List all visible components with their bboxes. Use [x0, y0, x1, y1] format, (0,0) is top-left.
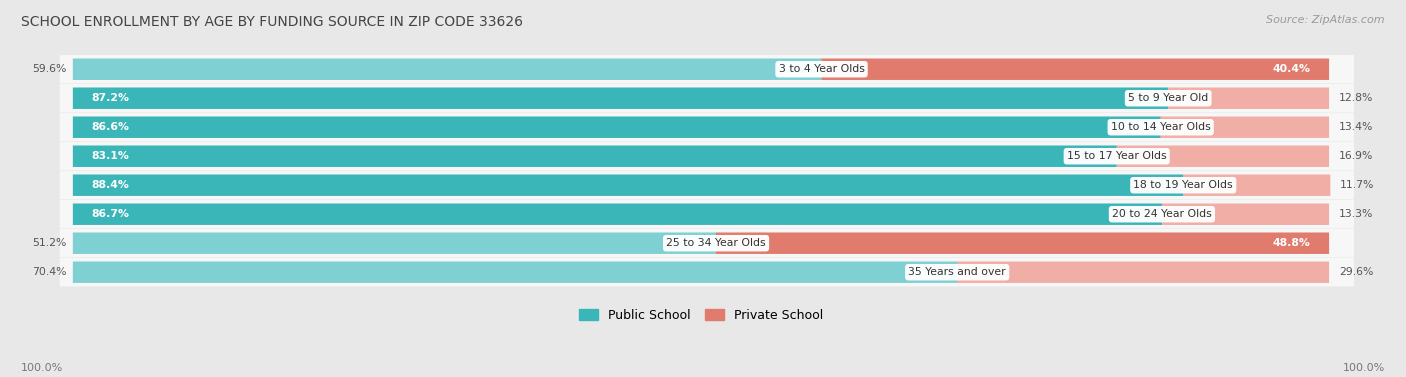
Text: 5 to 9 Year Old: 5 to 9 Year Old	[1128, 93, 1208, 103]
Text: 29.6%: 29.6%	[1339, 267, 1374, 277]
FancyBboxPatch shape	[716, 233, 1329, 254]
FancyBboxPatch shape	[1160, 116, 1329, 138]
Text: 3 to 4 Year Olds: 3 to 4 Year Olds	[779, 64, 865, 74]
Text: 87.2%: 87.2%	[91, 93, 129, 103]
Text: 12.8%: 12.8%	[1339, 93, 1374, 103]
Text: 20 to 24 Year Olds: 20 to 24 Year Olds	[1112, 209, 1212, 219]
Text: 11.7%: 11.7%	[1340, 180, 1375, 190]
Text: 86.7%: 86.7%	[91, 209, 129, 219]
FancyBboxPatch shape	[1161, 204, 1329, 225]
Text: 59.6%: 59.6%	[32, 64, 66, 74]
FancyBboxPatch shape	[957, 262, 1329, 283]
Text: Source: ZipAtlas.com: Source: ZipAtlas.com	[1267, 15, 1385, 25]
FancyBboxPatch shape	[60, 142, 1355, 170]
FancyBboxPatch shape	[73, 175, 1184, 196]
FancyBboxPatch shape	[1182, 175, 1330, 196]
Text: 15 to 17 Year Olds: 15 to 17 Year Olds	[1067, 151, 1167, 161]
Text: 13.4%: 13.4%	[1339, 122, 1374, 132]
FancyBboxPatch shape	[73, 146, 1116, 167]
FancyBboxPatch shape	[1116, 146, 1329, 167]
FancyBboxPatch shape	[60, 84, 1355, 112]
Text: 10 to 14 Year Olds: 10 to 14 Year Olds	[1111, 122, 1211, 132]
Text: 88.4%: 88.4%	[91, 180, 129, 190]
Text: 48.8%: 48.8%	[1272, 238, 1310, 248]
FancyBboxPatch shape	[73, 87, 1168, 109]
Text: 40.4%: 40.4%	[1272, 64, 1310, 74]
Text: 83.1%: 83.1%	[91, 151, 129, 161]
Text: SCHOOL ENROLLMENT BY AGE BY FUNDING SOURCE IN ZIP CODE 33626: SCHOOL ENROLLMENT BY AGE BY FUNDING SOUR…	[21, 15, 523, 29]
Text: 100.0%: 100.0%	[1343, 363, 1385, 373]
Text: 18 to 19 Year Olds: 18 to 19 Year Olds	[1133, 180, 1233, 190]
FancyBboxPatch shape	[73, 233, 716, 254]
FancyBboxPatch shape	[73, 116, 1161, 138]
FancyBboxPatch shape	[60, 171, 1355, 199]
FancyBboxPatch shape	[60, 113, 1355, 141]
FancyBboxPatch shape	[73, 58, 821, 80]
Legend: Public School, Private School: Public School, Private School	[574, 304, 828, 327]
Text: 13.3%: 13.3%	[1339, 209, 1374, 219]
Text: 51.2%: 51.2%	[32, 238, 66, 248]
Text: 86.6%: 86.6%	[91, 122, 129, 132]
FancyBboxPatch shape	[60, 200, 1355, 228]
FancyBboxPatch shape	[60, 55, 1355, 83]
Text: 100.0%: 100.0%	[21, 363, 63, 373]
Text: 25 to 34 Year Olds: 25 to 34 Year Olds	[666, 238, 766, 248]
FancyBboxPatch shape	[821, 58, 1329, 80]
FancyBboxPatch shape	[73, 262, 957, 283]
FancyBboxPatch shape	[73, 204, 1161, 225]
Text: 70.4%: 70.4%	[32, 267, 66, 277]
FancyBboxPatch shape	[60, 258, 1355, 287]
FancyBboxPatch shape	[60, 229, 1355, 257]
FancyBboxPatch shape	[1168, 87, 1329, 109]
Text: 16.9%: 16.9%	[1339, 151, 1374, 161]
Text: 35 Years and over: 35 Years and over	[908, 267, 1007, 277]
